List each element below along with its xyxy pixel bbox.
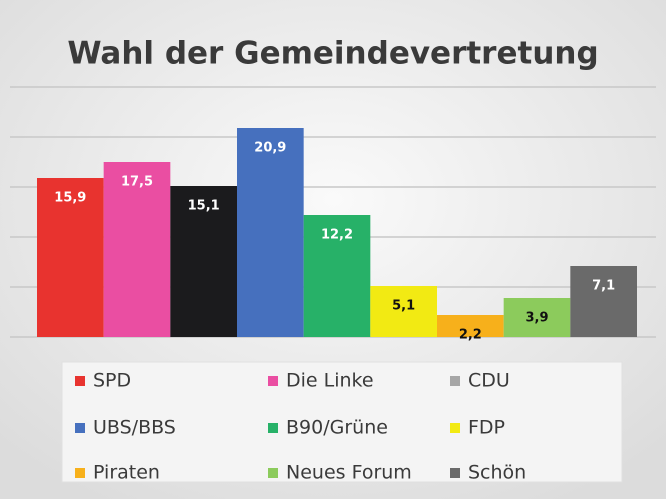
legend-swatch (75, 468, 85, 478)
bar (370, 286, 437, 337)
legend-label: UBS/BBS (93, 417, 176, 439)
bar (170, 186, 237, 337)
bar (437, 315, 504, 337)
legend-label: FDP (468, 417, 505, 439)
legend-label: CDU (468, 370, 510, 392)
legend-label: B90/Grüne (286, 417, 388, 439)
data-label: 3,9 (525, 311, 548, 326)
legend-label: Die Linke (286, 370, 374, 392)
data-label: 7,1 (592, 279, 615, 294)
data-label: 2,2 (459, 328, 482, 343)
legend-label: Neues Forum (286, 462, 412, 484)
legend-label: SPD (93, 370, 131, 392)
data-label: 12,2 (321, 228, 353, 243)
data-label: 17,5 (121, 175, 153, 190)
bar (570, 266, 637, 337)
bar (237, 128, 304, 337)
data-label: 15,9 (54, 191, 86, 206)
legend-label: Schön (468, 462, 526, 484)
data-label: 15,1 (188, 199, 220, 214)
legend-swatch (268, 376, 278, 386)
legend-swatch (450, 468, 460, 478)
bar (37, 178, 104, 337)
legend-swatch (75, 423, 85, 433)
legend-swatch (75, 376, 85, 386)
legend-swatch (450, 376, 460, 386)
legend-swatch (450, 423, 460, 433)
data-label: 5,1 (392, 299, 415, 314)
legend-box (61, 361, 623, 483)
bar (103, 162, 171, 337)
chart-title: Wahl der Gemeindevertretung (67, 36, 598, 72)
legend-swatch (268, 468, 278, 478)
bar (503, 298, 571, 337)
legend-swatch (268, 423, 278, 433)
bar (303, 215, 371, 337)
data-label: 20,9 (254, 141, 286, 156)
legend-label: Piraten (93, 462, 160, 484)
